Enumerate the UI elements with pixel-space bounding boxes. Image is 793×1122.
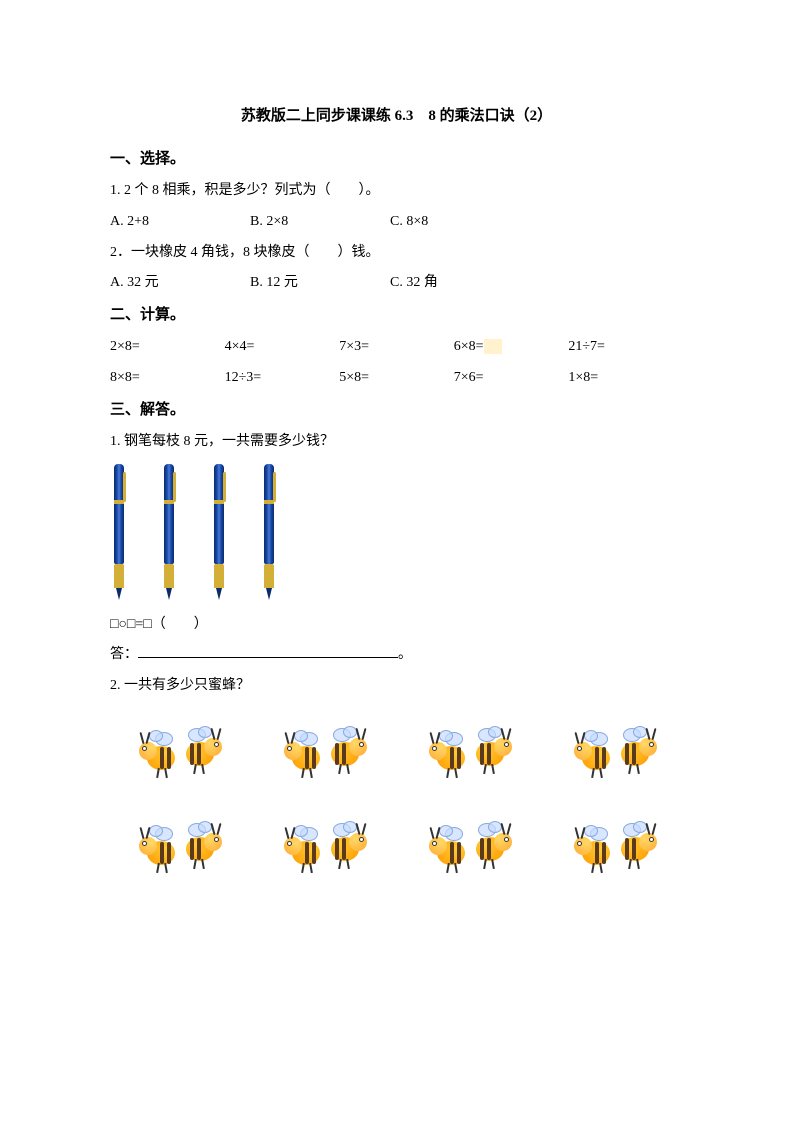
- pen-icon: [210, 464, 228, 604]
- pen-icon: [110, 464, 128, 604]
- calc-r1c2: 4×4=: [225, 332, 340, 363]
- pen-icon: [260, 464, 278, 604]
- bee-icon: [464, 724, 519, 779]
- bee-row: [132, 714, 683, 789]
- bee-icon: [174, 819, 229, 874]
- q1-options: A. 2+8 B. 2×8 C. 8×8: [110, 207, 683, 238]
- bee-pair: [567, 809, 667, 884]
- pen-illustration-row: [110, 458, 683, 610]
- q2-opt-a: A. 32 元: [110, 268, 250, 299]
- q1-opt-b: B. 2×8: [250, 207, 390, 238]
- answer-prefix: 答：: [110, 647, 138, 662]
- bee-pair: [132, 714, 232, 789]
- highlight-mark: [484, 339, 502, 354]
- q1-opt-a: A. 2+8: [110, 207, 250, 238]
- calc-r2c1: 8×8=: [110, 363, 225, 394]
- bee-icon: [319, 819, 374, 874]
- q3-1-text: 1. 钢笔每枝 8 元，一共需要多少钱？: [110, 427, 683, 458]
- q2-text: 2．一块橡皮 4 角钱，8 块橡皮（ ）钱。: [110, 238, 683, 269]
- bee-row: [132, 809, 683, 884]
- bee-pair: [132, 809, 232, 884]
- calc-row-1: 2×8= 4×4= 7×3= 6×8= 21÷7=: [110, 332, 683, 363]
- bee-pair: [567, 714, 667, 789]
- bee-pair: [422, 714, 522, 789]
- formula-blank: □○□=□（ ）: [110, 610, 683, 641]
- bee-icon: [174, 724, 229, 779]
- q1-text: 1. 2 个 8 相乘，积是多少？列式为（ ）。: [110, 176, 683, 207]
- q2-opt-c: C. 32 角: [390, 268, 438, 299]
- bee-pair: [277, 714, 377, 789]
- calc-row-2: 8×8= 12÷3= 5×8= 7×6= 1×8=: [110, 363, 683, 394]
- calc-r2c5: 1×8=: [568, 363, 683, 394]
- calc-r2c2: 12÷3=: [225, 363, 340, 394]
- calc-r1c4-text: 6×8=: [454, 339, 484, 354]
- answer-line-row: 答： 。: [110, 640, 683, 671]
- bee-icon: [319, 724, 374, 779]
- page-title: 苏教版二上同步课课练 6.3 8 的乘法口诀（2）: [110, 100, 683, 133]
- bee-pair: [422, 809, 522, 884]
- answer-underline: [138, 644, 398, 658]
- section-1-head: 一、选择。: [110, 143, 683, 176]
- bee-illustration-grid: [110, 702, 683, 884]
- bee-pair: [277, 809, 377, 884]
- bee-icon: [609, 724, 664, 779]
- q2-options: A. 32 元 B. 12 元 C. 32 角: [110, 268, 683, 299]
- bee-icon: [464, 819, 519, 874]
- bee-icon: [609, 819, 664, 874]
- pen-icon: [160, 464, 178, 604]
- calc-r2c3: 5×8=: [339, 363, 454, 394]
- q1-opt-c: C. 8×8: [390, 207, 428, 238]
- calc-r1c4: 6×8=: [454, 332, 569, 363]
- answer-suffix: 。: [398, 647, 412, 662]
- calc-r1c5: 21÷7=: [568, 332, 683, 363]
- calc-r1c3: 7×3=: [339, 332, 454, 363]
- q3-2-text: 2. 一共有多少只蜜蜂？: [110, 671, 683, 702]
- calc-r2c4: 7×6=: [454, 363, 569, 394]
- section-3-head: 三、解答。: [110, 394, 683, 427]
- calc-r1c1: 2×8=: [110, 332, 225, 363]
- section-2-head: 二、计算。: [110, 299, 683, 332]
- q2-opt-b: B. 12 元: [250, 268, 390, 299]
